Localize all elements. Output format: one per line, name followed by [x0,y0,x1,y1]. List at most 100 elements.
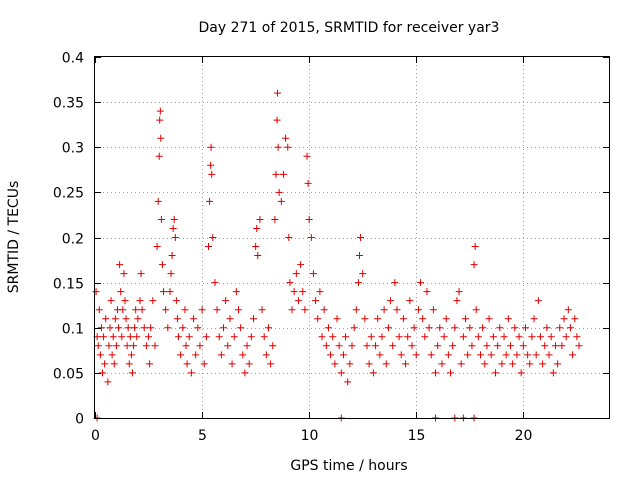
data-point [172,297,180,305]
data-point [554,360,562,368]
data-point [500,333,508,341]
data-point [130,342,138,350]
data-point [455,288,463,296]
data-point [517,369,525,377]
data-point [275,188,283,196]
data-point [247,333,255,341]
axis-ticks: 0 0.05 0.1 0.15 0.2 0.25 0.3 0.35 0.4 0 5 10 15 20 [53,51,609,444]
data-point [277,197,285,205]
data-point [556,324,564,332]
data-point [560,315,568,323]
data-point [124,324,132,332]
data-point [234,306,242,314]
data-point [273,89,281,97]
data-point [123,342,131,350]
data-point [260,333,268,341]
data-point [256,215,264,223]
data-point [169,224,177,232]
data-point [207,161,215,169]
data-point [95,306,103,314]
data-point [481,360,489,368]
data-point [354,279,362,287]
data-point [397,351,405,359]
data-point [444,351,452,359]
data-point [382,360,390,368]
data-point [472,306,480,314]
data-point [384,324,392,332]
data-point [511,324,519,332]
data-point [562,333,570,341]
data-point [207,143,215,151]
data-point [423,288,431,296]
data-point [442,315,450,323]
data-point [117,288,125,296]
data-point [121,297,129,305]
data-point [253,224,261,232]
data-point [243,342,251,350]
data-point [380,306,388,314]
data-point [521,324,529,332]
data-point [307,234,315,241]
data-point [273,116,281,124]
y-tick-label: 0.15 [53,277,84,293]
data-point [109,333,117,341]
data-point [526,360,534,368]
data-point [365,360,373,368]
data-point [427,351,435,359]
data-point [202,333,210,341]
data-point [329,333,337,341]
grid [95,57,609,418]
data-point [198,306,206,314]
data-point [571,315,579,323]
data-point [127,351,135,359]
data-point [320,306,328,314]
data-point [183,360,191,368]
data-point [226,315,234,323]
data-point [350,324,358,332]
data-point [483,342,491,350]
data-point [239,351,247,359]
data-point [105,342,113,350]
data-point [170,215,178,223]
data-point [254,252,262,260]
data-point [489,333,497,341]
data-point [190,315,198,323]
data-point [402,360,410,368]
data-points [92,89,583,422]
x-axis-label: GPS time / hours [290,458,407,474]
data-point [515,333,523,341]
data-point [222,297,230,305]
data-point [410,324,418,332]
data-point [327,351,335,359]
data-point [459,333,467,341]
data-point [122,315,130,323]
data-point [361,315,369,323]
data-point [479,324,487,332]
data-point [208,170,216,178]
data-point [322,342,330,350]
chart-title: Day 271 of 2015, SRMTID for receiver yar… [199,20,500,36]
data-point [297,261,305,269]
data-point [228,360,236,368]
data-point [408,342,416,350]
data-point [160,288,168,296]
data-point [419,315,427,323]
data-point [118,333,126,341]
data-point [337,369,345,377]
data-point [155,152,163,160]
data-point [264,324,272,332]
x-tick-label: 15 [408,428,426,444]
data-point [125,360,133,368]
data-point [395,333,403,341]
data-point [286,279,294,287]
data-point [303,152,311,160]
data-point [138,306,146,314]
data-point [387,297,395,305]
data-point [399,315,407,323]
data-point [417,279,425,287]
data-point [116,261,124,269]
data-point [271,215,279,223]
y-tick-label: 0.2 [62,232,84,248]
data-point [104,378,112,386]
data-point [177,351,185,359]
